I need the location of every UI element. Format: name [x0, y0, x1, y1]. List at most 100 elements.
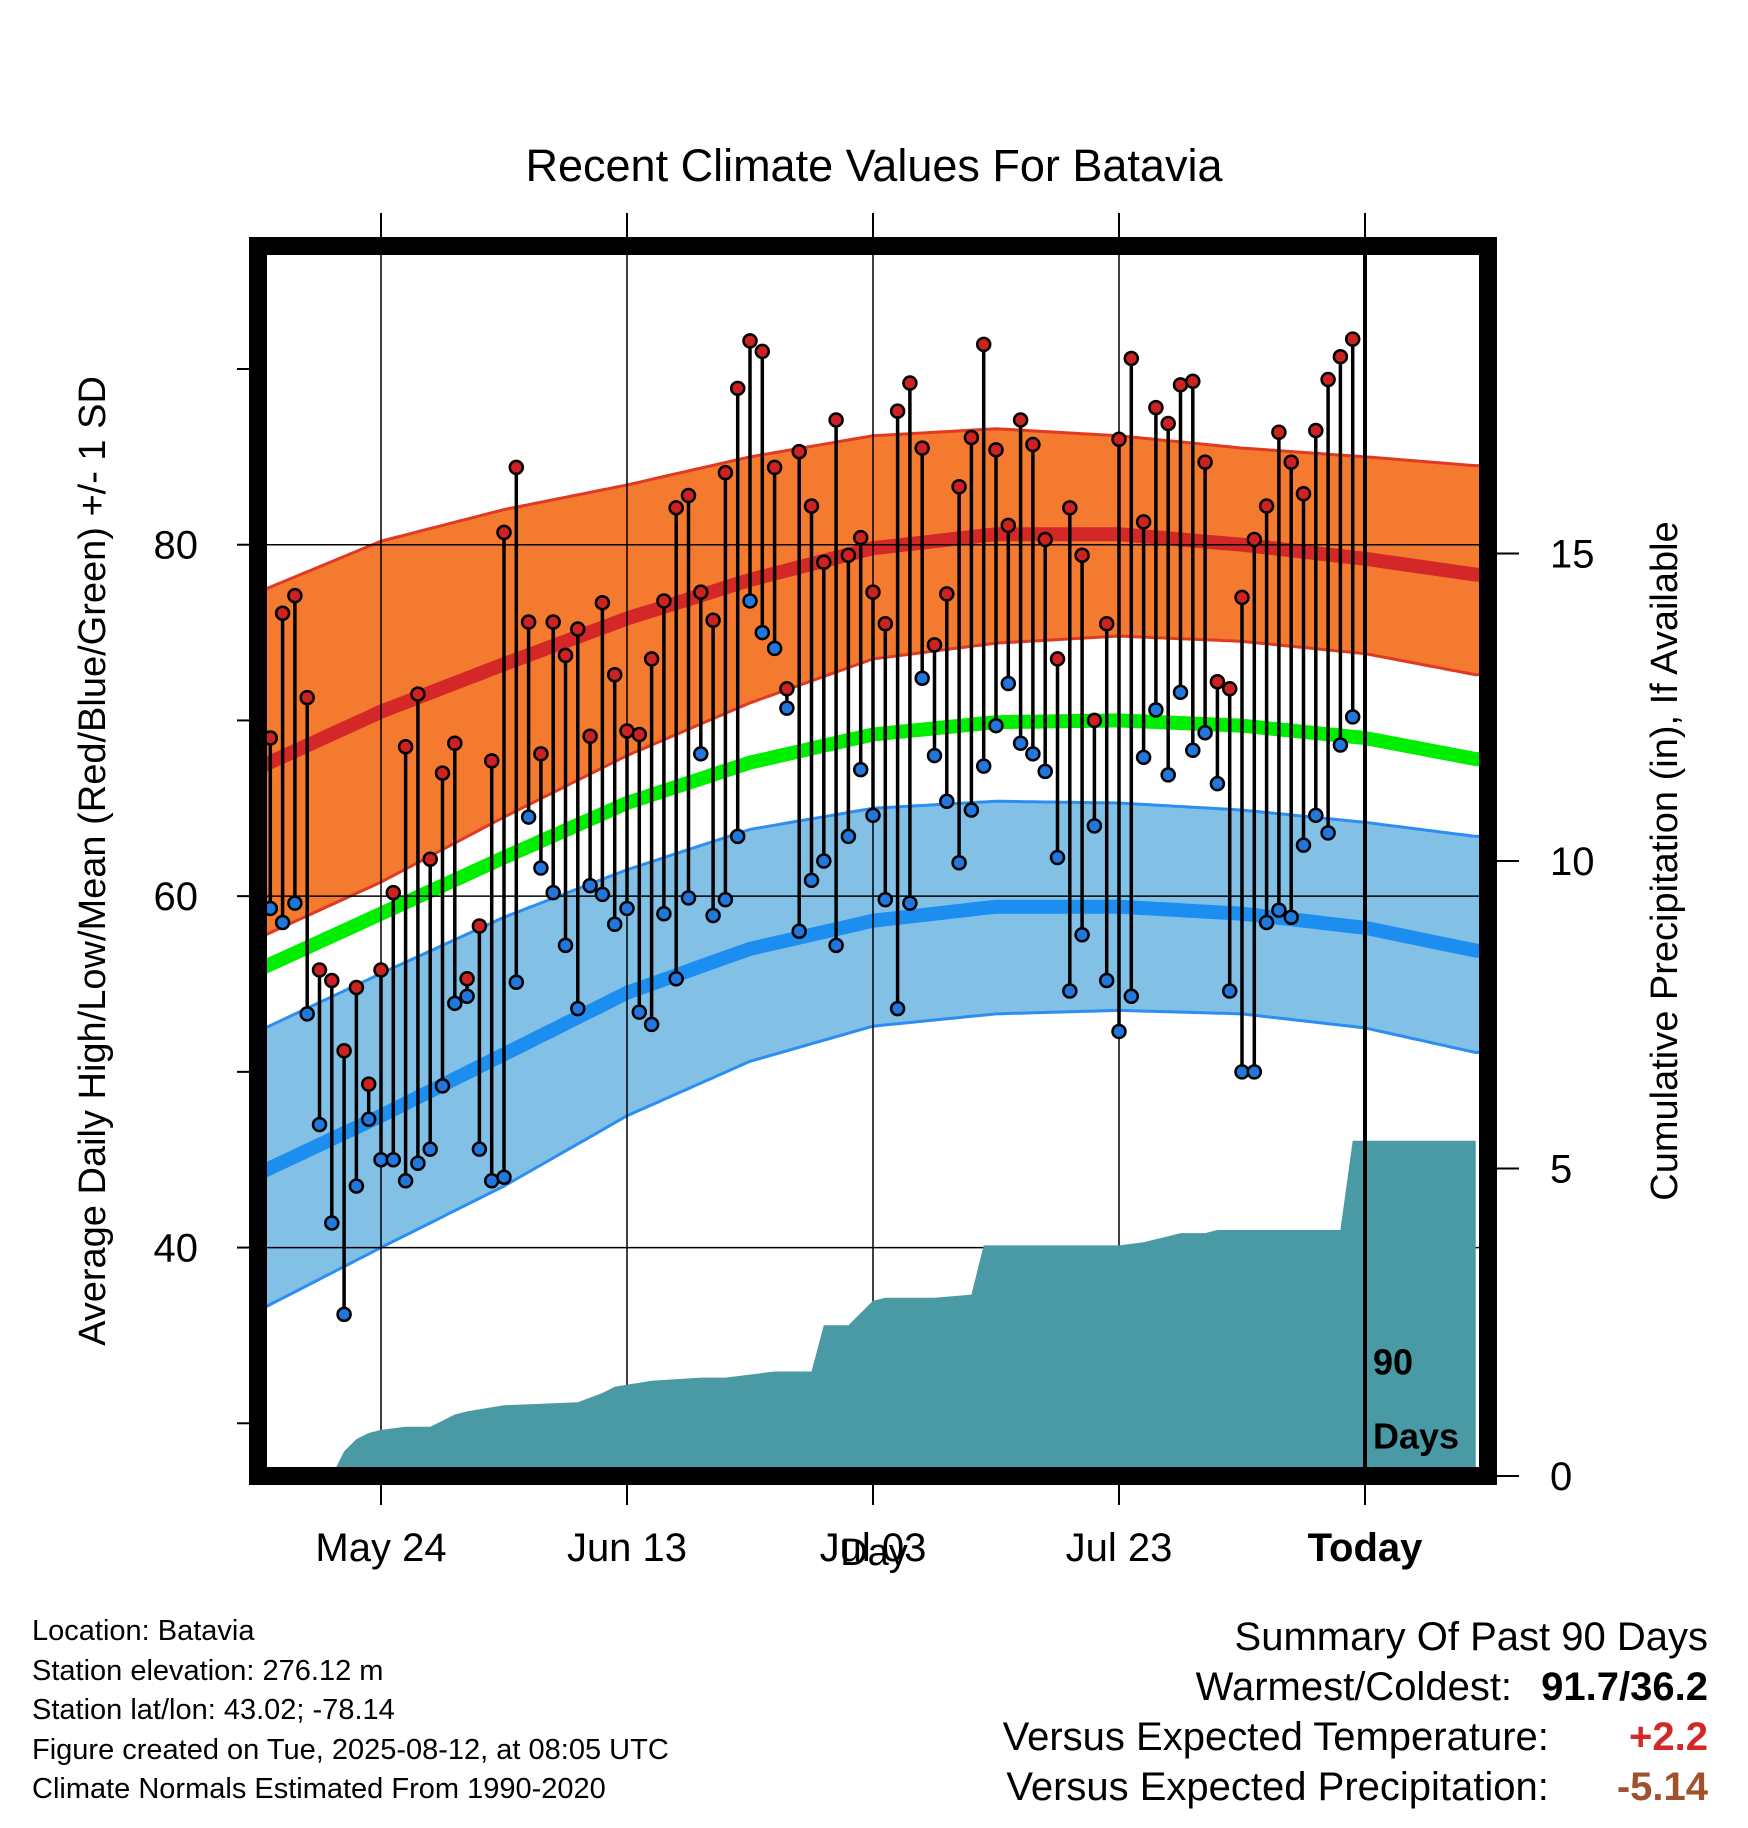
daily-low-point: [816, 853, 832, 869]
daily-low-point: [1271, 902, 1287, 918]
climate-chart: Recent Climate Values For Batavia 90 Days…: [72, 140, 1686, 1574]
daily-high-point: [865, 584, 881, 600]
daily-low-point: [754, 624, 771, 641]
daily-low-point: [1111, 1023, 1127, 1040]
daily-high-point: [520, 614, 537, 630]
daily-high-point: [582, 728, 598, 744]
daily-high-point: [902, 375, 918, 391]
daily-high-point: [680, 487, 697, 504]
daily-low-point: [360, 1111, 377, 1128]
daily-low-point: [975, 758, 992, 774]
daily-high-point: [963, 429, 980, 446]
daily-high-point: [422, 851, 438, 867]
daily-high-point: [951, 478, 967, 495]
daily-low-point: [926, 747, 943, 764]
daily-high-point: [1160, 415, 1176, 432]
daily-high-point: [1320, 371, 1336, 388]
daily-low-point: [274, 914, 291, 931]
daily-high-point: [447, 735, 463, 752]
daily-high-point: [1172, 377, 1189, 393]
y2-tick-label: 15: [1550, 533, 1595, 577]
daily-high-point: [889, 403, 906, 419]
normals-text: Climate Normals Estimated From 1990-2020: [32, 1773, 606, 1805]
location-text: Location: Batavia: [32, 1615, 255, 1647]
daily-low-point: [1000, 675, 1017, 692]
daily-low-point: [422, 1141, 438, 1157]
daily-high-point: [1037, 531, 1053, 548]
daily-low-point: [606, 916, 623, 933]
daily-high-point: [1197, 454, 1213, 470]
daily-low-point: [742, 593, 758, 609]
daily-low-point: [533, 860, 549, 876]
y2-tick-label: 0: [1550, 1455, 1572, 1499]
daily-high-point: [434, 765, 451, 781]
daily-low-point: [779, 700, 795, 716]
y-tick-label: 40: [154, 1227, 199, 1271]
latlon-text: Station lat/lon: 43.02; -78.14: [32, 1694, 395, 1726]
daily-low-point: [545, 884, 561, 901]
y-tick-label: 80: [154, 524, 199, 568]
y-axis-label: Average Daily High/Low/Mean (Red/Blue/Gr…: [72, 376, 114, 1346]
daily-high-point: [840, 547, 857, 564]
daily-high-point: [533, 746, 549, 762]
daily-low-point: [840, 828, 857, 845]
daily-high-point: [779, 681, 795, 697]
daily-high-point: [1086, 712, 1103, 729]
daily-high-point: [816, 554, 832, 571]
summary-panel: Summary Of Past 90 Days Warmest/Coldest:…: [1003, 1612, 1708, 1812]
daily-low-point: [299, 1006, 315, 1022]
daily-low-point: [496, 1169, 512, 1186]
daily-low-point: [1258, 914, 1275, 931]
x-axis-label: Day: [840, 1532, 908, 1574]
daily-low-point: [631, 1004, 648, 1020]
daily-high-point: [656, 593, 672, 609]
daily-high-point: [594, 594, 611, 611]
daily-low-point: [717, 891, 734, 908]
daily-low-point: [1062, 983, 1078, 999]
daily-high-point: [606, 666, 623, 683]
daily-high-point: [1012, 412, 1029, 428]
daily-low-point: [619, 900, 635, 917]
daily-low-point: [865, 807, 881, 824]
daily-high-point: [1308, 422, 1324, 439]
daily-low-point: [311, 1116, 328, 1133]
daily-high-point: [877, 616, 894, 632]
daily-high-point: [1295, 486, 1312, 502]
daily-low-point: [287, 895, 303, 911]
daily-high-point: [1234, 589, 1250, 606]
daily-high-point: [619, 723, 635, 739]
elevation-text: Station elevation: 276.12 m: [32, 1654, 384, 1687]
daily-low-point: [852, 761, 869, 778]
daily-high-point: [299, 689, 315, 706]
daily-low-point: [520, 809, 537, 825]
temp-anomaly-label: Versus Expected Temperature:: [1002, 1715, 1549, 1759]
station-info: Location: Batavia Station elevation: 276…: [32, 1612, 669, 1810]
daily-low-point: [988, 717, 1004, 734]
daily-low-point: [570, 1000, 586, 1017]
daily-low-point: [1197, 724, 1213, 741]
y2-axis-label: Cumulative Precipitation (in), If Availa…: [1644, 521, 1686, 1200]
daily-high-point: [1000, 517, 1017, 534]
daily-low-point: [951, 855, 967, 871]
daily-high-point: [717, 464, 734, 481]
daily-high-point: [557, 647, 574, 664]
daily-high-point: [385, 884, 402, 901]
daily-high-point: [1332, 348, 1349, 365]
daily-high-point: [705, 612, 721, 629]
y2-tick-label: 5: [1550, 1148, 1572, 1192]
daily-low-point: [963, 802, 980, 818]
daily-high-point: [803, 498, 820, 514]
daily-high-point: [1185, 373, 1201, 390]
daily-low-point: [729, 828, 746, 845]
y2-tick-label: 10: [1550, 840, 1595, 884]
precip-anomaly-row: Versus Expected Precipitation: -5.14: [1003, 1762, 1708, 1812]
daily-low-point: [705, 907, 721, 924]
daily-high-point: [926, 637, 943, 653]
daily-low-point: [1320, 825, 1336, 841]
precip-area: [258, 1140, 1476, 1476]
daily-high-point: [975, 336, 992, 353]
created-text: Figure created on Tue, 2025-08-12, at 08…: [32, 1733, 669, 1766]
daily-high-point: [729, 380, 746, 397]
daily-high-point: [754, 343, 771, 360]
precip-anomaly-label: Versus Expected Precipitation:: [1006, 1765, 1549, 1809]
